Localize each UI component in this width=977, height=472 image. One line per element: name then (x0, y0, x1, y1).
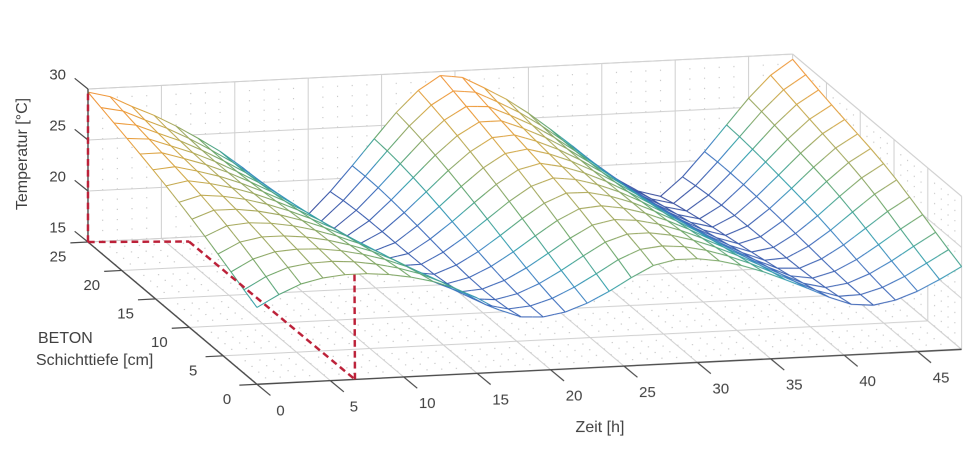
svg-text:Zeit [h]: Zeit [h] (575, 419, 624, 436)
svg-text:25: 25 (50, 249, 67, 266)
svg-text:30: 30 (713, 380, 730, 397)
svg-text:BETON: BETON (38, 330, 93, 347)
svg-text:5: 5 (189, 362, 197, 379)
svg-text:25: 25 (639, 384, 656, 401)
svg-text:25: 25 (49, 117, 66, 134)
svg-text:Temperatur [°C]: Temperatur [°C] (14, 98, 31, 210)
svg-text:45: 45 (933, 370, 950, 387)
svg-text:0: 0 (276, 402, 284, 419)
svg-text:Schichttiefe [cm]: Schichttiefe [cm] (36, 352, 153, 369)
svg-text:0: 0 (223, 391, 231, 408)
svg-text:15: 15 (49, 219, 66, 236)
svg-text:20: 20 (83, 277, 100, 294)
svg-text:40: 40 (859, 373, 876, 390)
svg-text:20: 20 (49, 168, 66, 185)
svg-text:15: 15 (117, 305, 134, 322)
svg-text:30: 30 (49, 66, 66, 83)
svg-text:10: 10 (151, 334, 168, 351)
svg-text:15: 15 (492, 391, 509, 408)
svg-text:5: 5 (350, 399, 358, 416)
svg-text:10: 10 (419, 395, 436, 412)
svg-text:35: 35 (786, 377, 803, 394)
svg-text:20: 20 (566, 388, 583, 405)
